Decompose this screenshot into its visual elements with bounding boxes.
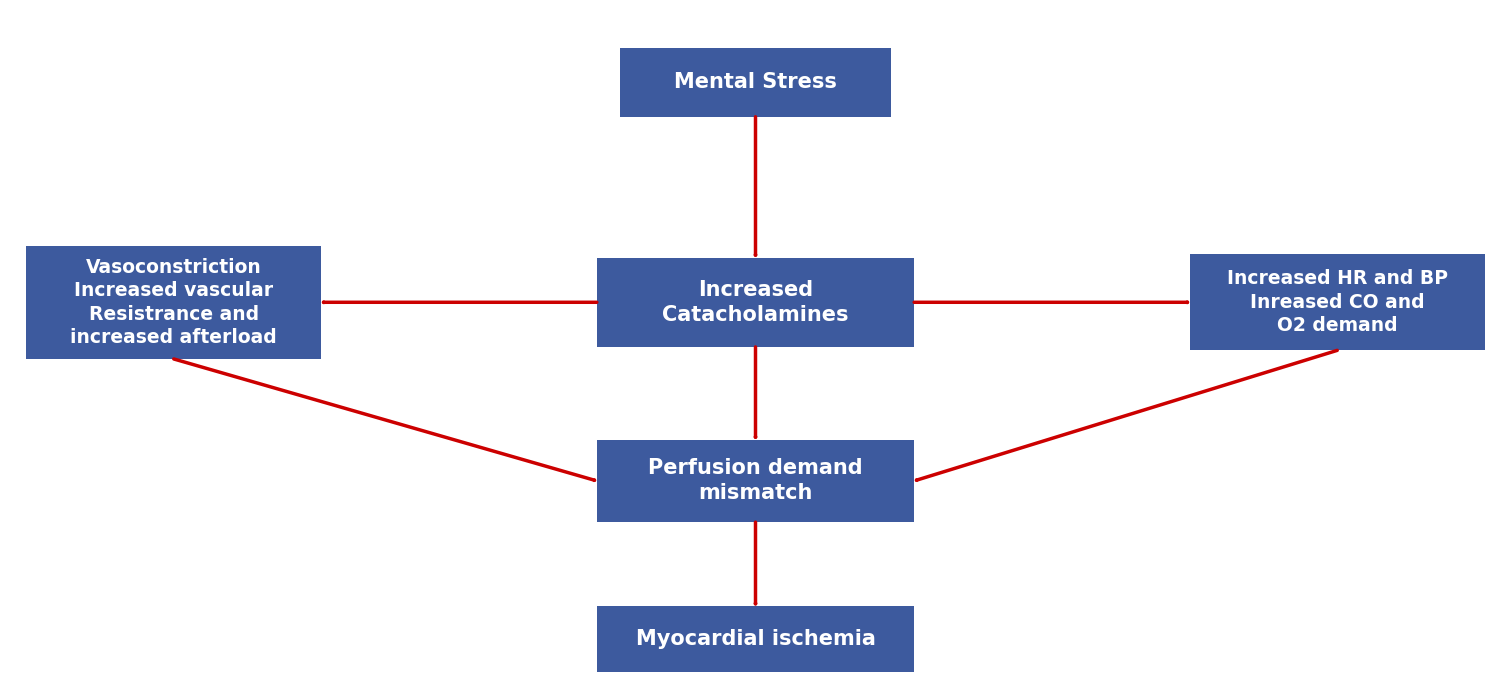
FancyBboxPatch shape: [597, 606, 914, 672]
FancyBboxPatch shape: [597, 258, 914, 347]
Text: Perfusion demand
mismatch: Perfusion demand mismatch: [648, 458, 863, 504]
FancyBboxPatch shape: [597, 440, 914, 522]
Text: Vasoconstriction
Increased vascular
Resistrance and
increased afterload: Vasoconstriction Increased vascular Resi…: [71, 258, 277, 347]
FancyBboxPatch shape: [1191, 254, 1484, 350]
Text: Increased HR and BP
Inreased CO and
O2 demand: Increased HR and BP Inreased CO and O2 d…: [1227, 269, 1448, 335]
Text: Myocardial ischemia: Myocardial ischemia: [636, 629, 875, 649]
Text: Increased
Catacholamines: Increased Catacholamines: [662, 280, 849, 325]
FancyBboxPatch shape: [27, 246, 322, 359]
Text: Mental Stress: Mental Stress: [674, 72, 837, 93]
FancyBboxPatch shape: [620, 48, 891, 117]
